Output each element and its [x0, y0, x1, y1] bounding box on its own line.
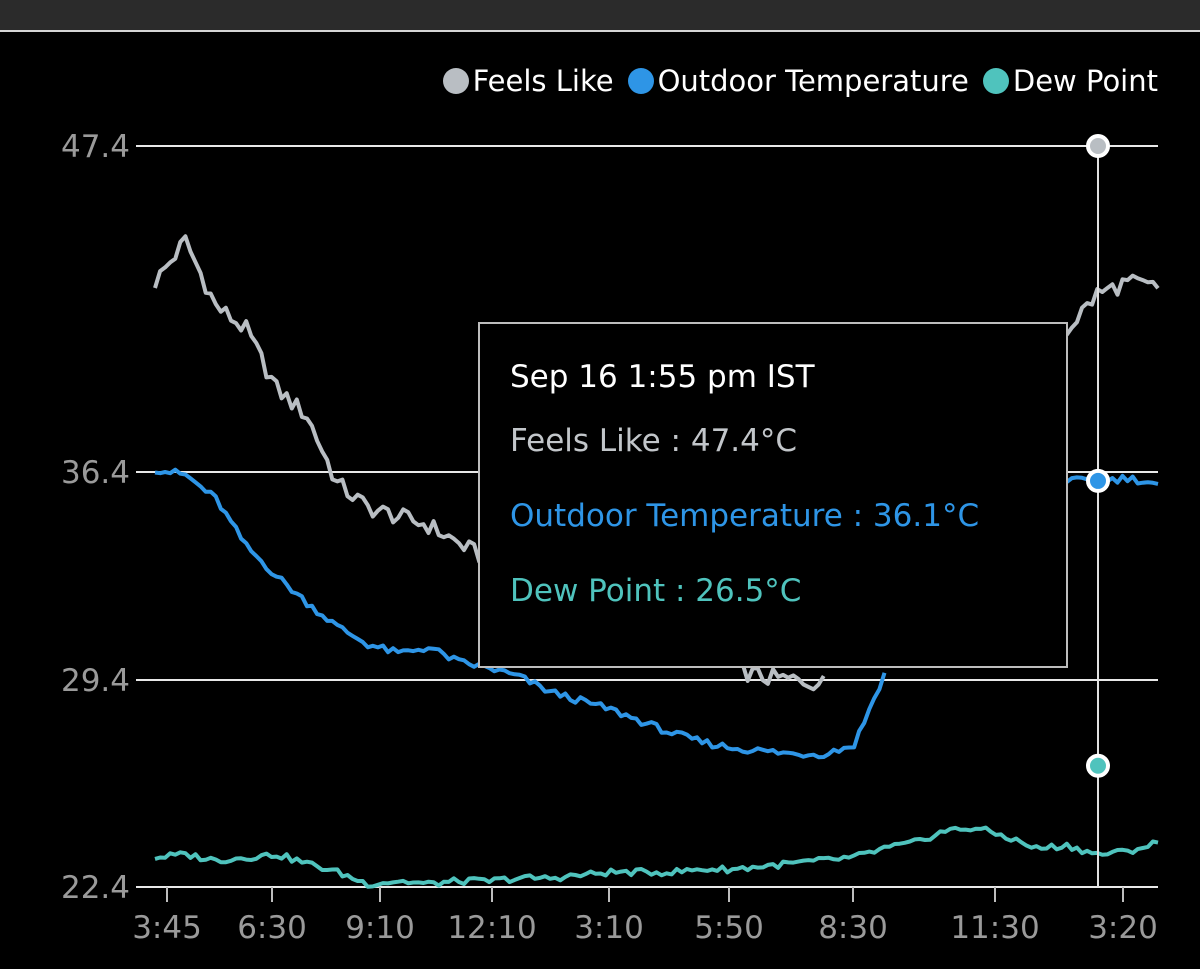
- legend-swatch-outdoor-temperature: [627, 68, 654, 94]
- x-tick-label: 9:10: [345, 910, 415, 946]
- x-tick-label: 6:30: [237, 910, 307, 946]
- legend-swatch-feels-like: [442, 68, 469, 94]
- tooltip-row-feels-like: Feels Like : 47.4°C: [510, 423, 798, 459]
- cursor-marker-dew-point: [1086, 753, 1110, 778]
- legend-label-outdoor-temperature: Outdoor Temperature: [657, 64, 969, 98]
- y-tick-label: 22.4: [61, 870, 130, 906]
- legend-swatch-dew-point: [982, 68, 1009, 94]
- y-tick-label: 36.4: [61, 455, 130, 491]
- x-tick-label: 3:10: [574, 910, 644, 946]
- y-tick-label: 29.4: [61, 663, 130, 699]
- tooltip-title: Sep 16 1:55 pm IST: [510, 359, 815, 395]
- x-tick-label: 3:45: [132, 910, 202, 946]
- legend-item-feels-like[interactable]: Feels Like: [442, 64, 614, 98]
- top-bar: [0, 0, 1200, 32]
- x-tick-label: 5:50: [694, 910, 764, 946]
- x-tick-label: 11:30: [950, 910, 1039, 946]
- cursor-marker-outdoor-temperature: [1086, 468, 1110, 493]
- chart-tooltip: Sep 16 1:55 pm IST Feels Like : 47.4°C O…: [478, 322, 1068, 668]
- y-tick-label: 47.4: [61, 129, 130, 165]
- legend-item-dew-point[interactable]: Dew Point: [982, 64, 1158, 98]
- chart-legend: Feels Like Outdoor Temperature Dew Point: [442, 64, 1158, 98]
- legend-label-feels-like: Feels Like: [472, 64, 614, 98]
- legend-item-outdoor-temperature[interactable]: Outdoor Temperature: [627, 64, 969, 98]
- x-tick-label: 3:20: [1088, 910, 1158, 946]
- series-line-dew-point: [154, 825, 1159, 889]
- legend-label-dew-point: Dew Point: [1012, 64, 1158, 98]
- cursor-marker-feels-like: [1086, 134, 1110, 158]
- tooltip-row-dew-point: Dew Point : 26.5°C: [510, 573, 802, 609]
- x-tick-label: 8:30: [818, 910, 888, 946]
- tooltip-row-outdoor-temperature: Outdoor Temperature : 36.1°C: [510, 498, 980, 534]
- x-tick-label: 12:10: [447, 910, 536, 946]
